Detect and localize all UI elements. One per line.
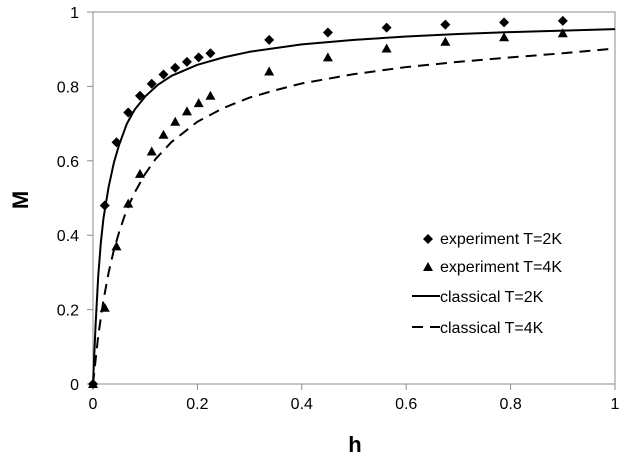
data-point — [193, 98, 204, 108]
y-axis-title: M — [8, 191, 33, 209]
data-point — [264, 34, 275, 45]
data-point — [134, 90, 145, 101]
legend-item: experiment T=2K — [423, 231, 562, 248]
data-point — [158, 129, 169, 139]
x-tick-label: 0.4 — [291, 396, 313, 413]
data-point — [322, 52, 333, 62]
y-tick-label: 0.6 — [57, 154, 79, 171]
series-line — [92, 47, 616, 385]
legend: experiment T=2K experiment T=4K classical … — [412, 231, 562, 337]
y-tick-label: 0.8 — [57, 79, 79, 96]
data-point — [181, 56, 192, 67]
y-tick-label: 1 — [70, 5, 79, 22]
x-tick-label: 0 — [89, 396, 98, 413]
data-point — [134, 168, 145, 178]
legend-item: classical T=4K — [412, 320, 544, 337]
series-3 — [92, 28, 616, 385]
legend-marker — [423, 234, 433, 244]
series-layer — [88, 15, 616, 389]
data-point — [123, 198, 134, 208]
data-point — [440, 19, 451, 30]
legend-label: classical T=4K — [440, 320, 544, 337]
series-line — [92, 28, 616, 385]
x-tick-label: 0.2 — [186, 396, 208, 413]
y-tick-label: 0.4 — [57, 228, 79, 245]
data-point — [181, 106, 192, 116]
data-point — [557, 28, 568, 38]
x-tick-label: 1 — [611, 396, 619, 413]
legend-label: experiment T=2K — [440, 231, 562, 248]
y-tick-label: 0.2 — [57, 303, 79, 320]
data-point — [440, 36, 451, 46]
legend-marker — [423, 262, 433, 271]
data-point — [264, 66, 275, 76]
x-axis-title: h — [348, 432, 361, 457]
tick-labels: 0 0.2 0.4 0.6 0.8 1 0 0.2 0.4 0.6 0.8 1 — [57, 5, 619, 413]
data-point — [499, 17, 510, 28]
data-point — [170, 116, 181, 126]
data-point — [205, 90, 216, 100]
data-point — [381, 22, 392, 33]
y-tick-label: 0 — [70, 377, 79, 394]
data-point — [193, 52, 204, 63]
legend-label: classical T=2K — [440, 289, 544, 306]
series-4 — [92, 47, 616, 385]
plot-frame — [92, 11, 616, 385]
data-point — [205, 48, 216, 59]
data-point — [381, 43, 392, 53]
x-tick-label: 0.6 — [395, 396, 417, 413]
data-point — [146, 146, 157, 156]
legend-item: experiment T=4K — [423, 259, 562, 276]
data-point — [146, 78, 157, 89]
legend-item: classical T=2K — [412, 289, 544, 306]
axes — [87, 11, 616, 390]
data-point — [111, 241, 122, 251]
data-point — [170, 62, 181, 73]
data-point — [499, 32, 510, 42]
data-point — [322, 27, 333, 38]
data-point — [557, 15, 568, 26]
legend-label: experiment T=4K — [440, 259, 562, 276]
x-tick-label: 0.8 — [499, 396, 521, 413]
data-point — [158, 69, 169, 80]
